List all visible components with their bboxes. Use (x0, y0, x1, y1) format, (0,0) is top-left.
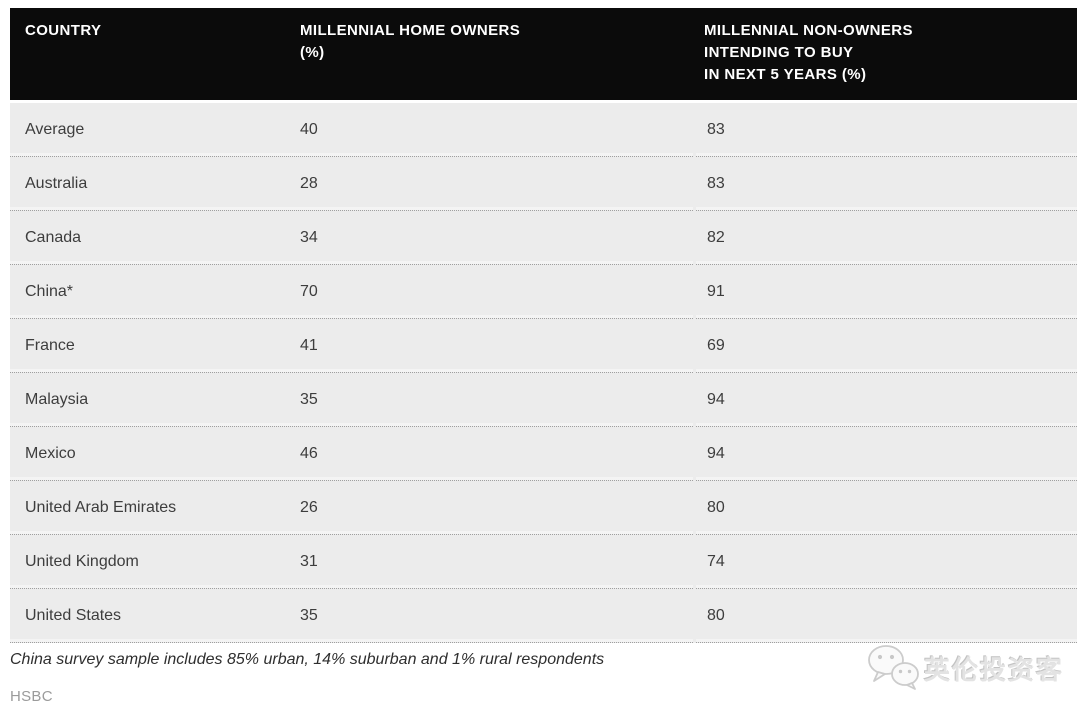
cell-intend-pct: 91 (707, 282, 725, 300)
watermark: 英伦投资客 (866, 642, 1064, 695)
cell-intend-pct: 83 (707, 120, 725, 138)
footnote: China survey sample includes 85% urban, … (10, 651, 605, 668)
table-row: United Kingdom 31 74 (10, 535, 1077, 589)
cell-owners-pct: 41 (300, 336, 318, 354)
cell-intend-pct: 69 (707, 336, 725, 354)
watermark-text: 英伦投资客 (923, 655, 1064, 685)
column-header-country: COUNTRY (10, 8, 300, 100)
cell-owners-pct: 31 (300, 552, 318, 570)
cell-country: Average (25, 120, 85, 138)
cell-intend-pct: 82 (707, 228, 725, 246)
wechat-icon (866, 642, 920, 695)
table-row: Canada 34 82 (10, 211, 1077, 265)
table-row: United Arab Emirates 26 80 (10, 481, 1077, 535)
header-line: (%) (300, 44, 325, 61)
cell-country: United Arab Emirates (25, 498, 177, 516)
table-header-row: COUNTRY MILLENNIAL HOME OWNERS (%) MILLE… (10, 8, 1077, 100)
cell-owners-pct: 40 (300, 120, 318, 138)
table-row: Average 40 83 (10, 103, 1077, 157)
table-row: Australia 28 83 (10, 157, 1077, 211)
table-row: China* 70 91 (10, 265, 1077, 319)
table-row: Malaysia 35 94 (10, 373, 1077, 427)
header-line: MILLENNIAL NON-OWNERS (704, 22, 913, 39)
column-header-non-owners: MILLENNIAL NON-OWNERS INTENDING TO BUY I… (693, 8, 1077, 100)
cell-owners-pct: 34 (300, 228, 318, 246)
table-row: United States 35 80 (10, 589, 1077, 643)
cell-country: Canada (25, 228, 82, 246)
cell-country: Malaysia (25, 390, 89, 408)
cell-country: United States (25, 606, 122, 624)
header-line: INTENDING TO BUY (704, 44, 854, 61)
cell-owners-pct: 35 (300, 606, 318, 624)
cell-owners-pct: 70 (300, 282, 318, 300)
table-row: Mexico 46 94 (10, 427, 1077, 481)
table-body: Average 40 83 Australia 28 83 Canada 34 (10, 103, 1077, 643)
cell-country: United Kingdom (25, 552, 139, 570)
cell-country: France (25, 336, 75, 354)
cell-owners-pct: 28 (300, 174, 318, 192)
column-header-home-owners: MILLENNIAL HOME OWNERS (%) (300, 8, 693, 100)
cell-intend-pct: 83 (707, 174, 725, 192)
cell-intend-pct: 80 (707, 606, 725, 624)
cell-intend-pct: 74 (707, 552, 725, 570)
cell-country: Australia (25, 174, 88, 192)
cell-country: China* (25, 282, 74, 300)
table-row: France 41 69 (10, 319, 1077, 373)
header-line: MILLENNIAL HOME OWNERS (300, 22, 521, 39)
cell-owners-pct: 35 (300, 390, 318, 408)
header-line: IN NEXT 5 YEARS (%) (704, 66, 867, 83)
source-label: HSBC (10, 688, 53, 705)
cell-intend-pct: 80 (707, 498, 725, 516)
data-table: COUNTRY MILLENNIAL HOME OWNERS (%) MILLE… (10, 8, 1077, 643)
header-line: COUNTRY (25, 22, 102, 39)
cell-intend-pct: 94 (707, 390, 725, 408)
cell-owners-pct: 26 (300, 498, 318, 516)
cell-intend-pct: 94 (707, 444, 725, 462)
cell-country: Mexico (25, 444, 76, 462)
cell-owners-pct: 46 (300, 444, 318, 462)
